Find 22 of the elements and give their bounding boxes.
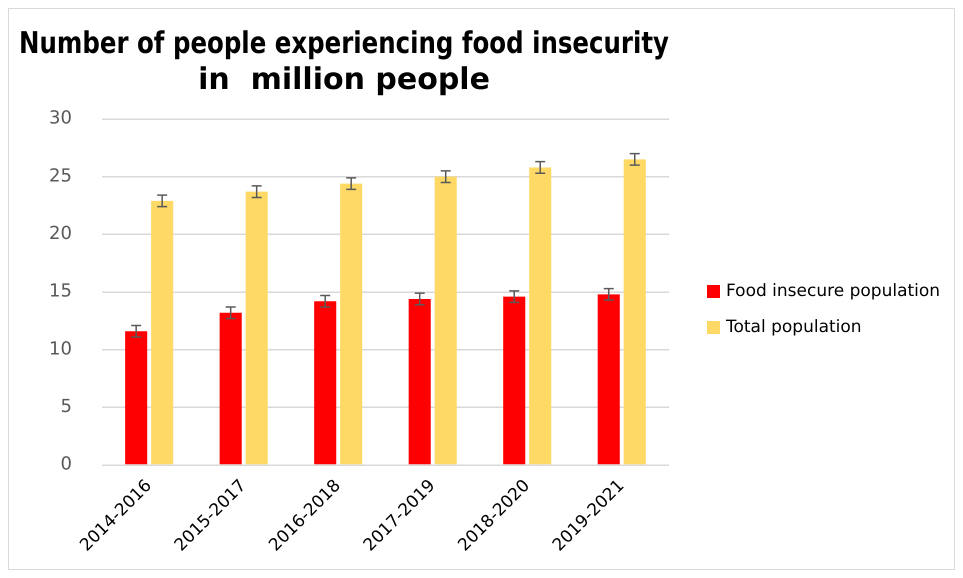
y-tick-label: 0 bbox=[60, 454, 72, 475]
y-tick-label: 10 bbox=[49, 338, 72, 360]
bar bbox=[624, 159, 646, 464]
bar bbox=[246, 192, 268, 464]
legend-label: Food insecure population bbox=[726, 281, 940, 301]
bar bbox=[529, 167, 552, 464]
bar bbox=[220, 312, 242, 464]
bar bbox=[434, 176, 457, 464]
bar bbox=[408, 298, 431, 464]
y-tick-label: 25 bbox=[49, 165, 72, 186]
legend-label: Total population bbox=[726, 317, 862, 337]
bar bbox=[340, 184, 362, 464]
y-tick-label: 15 bbox=[49, 280, 72, 302]
bar bbox=[503, 296, 526, 464]
bar bbox=[125, 331, 148, 464]
y-tick-label: 5 bbox=[60, 396, 72, 418]
bar bbox=[151, 200, 174, 464]
bar bbox=[598, 294, 620, 464]
y-tick-label: 30 bbox=[49, 108, 72, 129]
bar bbox=[314, 301, 336, 464]
y-tick-label: 20 bbox=[49, 223, 72, 244]
chart-title: Number of people experiencing food insecurity in million people bbox=[19, 26, 670, 97]
